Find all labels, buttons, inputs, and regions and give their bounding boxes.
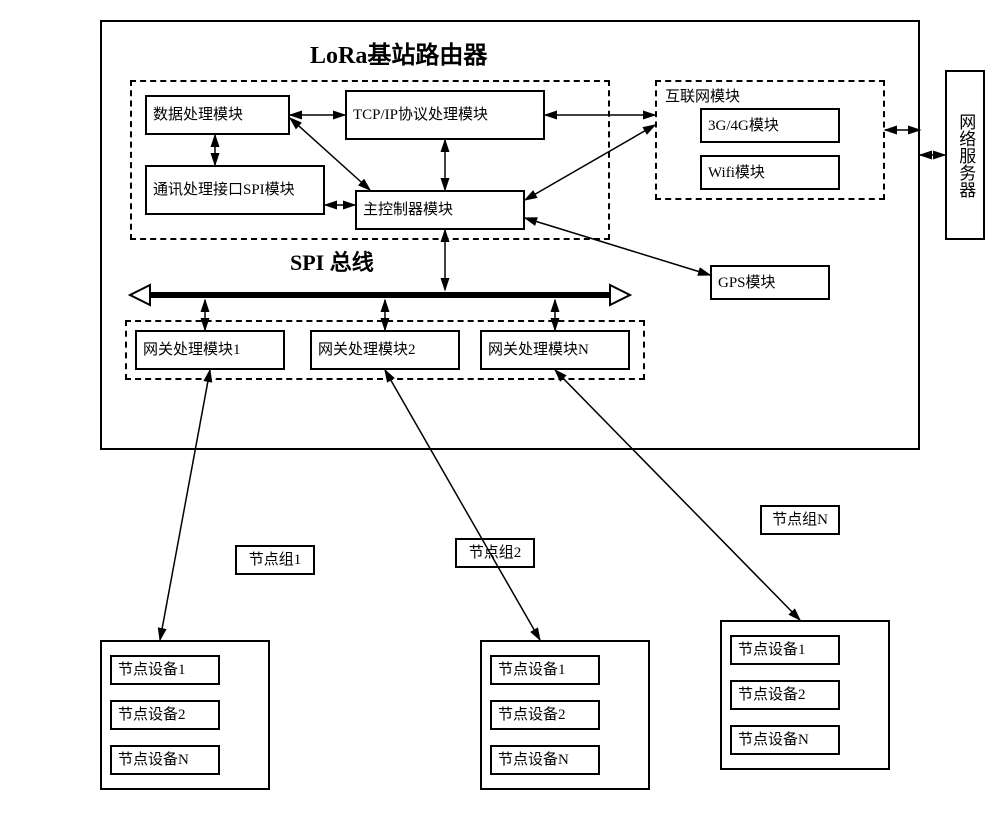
node-device: 节点设备2 [110,700,220,730]
network-server: 网络服务器 [945,70,985,240]
main-controller-module: 主控制器模块 [355,190,525,230]
node-group-2-label: 节点组2 [455,538,535,568]
node-device: 节点设备1 [110,655,220,685]
node-device: 节点设备1 [490,655,600,685]
gateway-module-1: 网关处理模块1 [135,330,285,370]
wifi-module: Wifi模块 [700,155,840,190]
gateway-module-n: 网关处理模块N [480,330,630,370]
node-device: 节点设备1 [730,635,840,665]
node-device: 节点设备N [490,745,600,775]
node-device: 节点设备N [110,745,220,775]
spi-comm-module: 通讯处理接口SPI模块 [145,165,325,215]
data-proc-module: 数据处理模块 [145,95,290,135]
diagram-title: LoRa基站路由器 [310,35,487,70]
node-device: 节点设备N [730,725,840,755]
g34-module: 3G/4G模块 [700,108,840,143]
node-device: 节点设备2 [490,700,600,730]
spi-bus-label: SPI 总线 [290,245,374,277]
node-group-n-label: 节点组N [760,505,840,535]
node-group-1-label: 节点组1 [235,545,315,575]
gps-module: GPS模块 [710,265,830,300]
internet-module-label: 互联网模块 [665,85,740,106]
gateway-module-2: 网关处理模块2 [310,330,460,370]
node-device: 节点设备2 [730,680,840,710]
tcp-ip-module: TCP/IP协议处理模块 [345,90,545,140]
